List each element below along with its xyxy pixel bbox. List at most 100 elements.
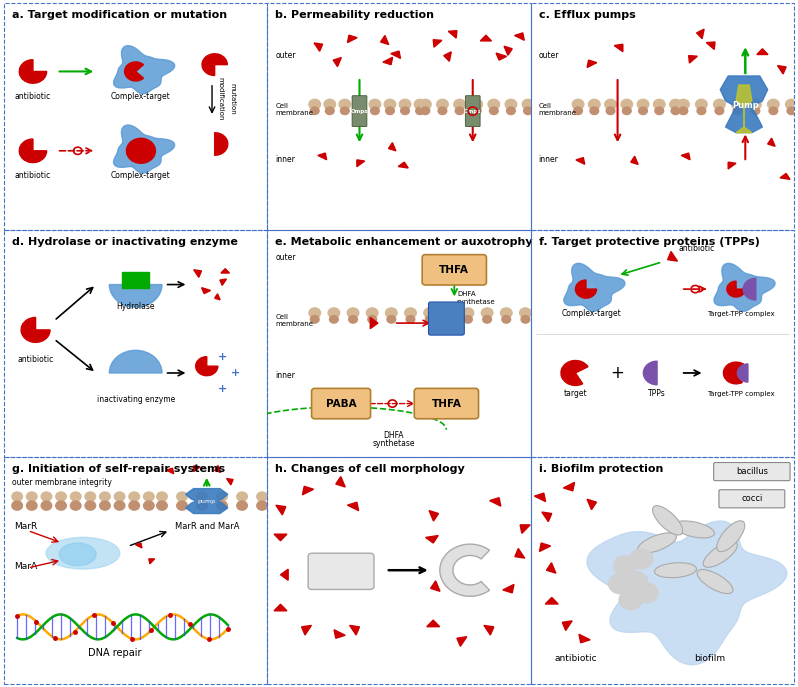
Text: outer: outer [539,51,559,60]
Wedge shape [196,357,218,376]
Circle shape [129,492,140,501]
Polygon shape [480,35,492,41]
Circle shape [787,107,796,115]
Text: target: target [563,389,587,398]
Text: Complex-target: Complex-target [561,309,621,318]
Circle shape [100,501,110,510]
Circle shape [237,501,247,510]
Circle shape [41,501,52,510]
Polygon shape [220,279,227,285]
Text: Complex-target: Complex-target [111,91,171,101]
Ellipse shape [674,521,714,538]
Circle shape [217,501,227,510]
Text: pump: pump [198,499,215,504]
Circle shape [438,107,447,115]
Text: THFA: THFA [440,264,469,275]
Polygon shape [547,563,556,573]
Circle shape [614,556,638,576]
Text: MarA: MarA [14,562,38,571]
Text: inner: inner [275,370,295,379]
Text: Pump: Pump [732,101,759,110]
FancyBboxPatch shape [311,388,370,419]
Circle shape [401,107,409,115]
Text: +: + [610,364,625,382]
Text: h. Changes of cell morphology: h. Changes of cell morphology [275,464,465,473]
Polygon shape [728,162,736,169]
Text: DHFA: DHFA [384,431,404,440]
Polygon shape [314,43,322,52]
Polygon shape [757,49,768,54]
Polygon shape [347,35,358,43]
Circle shape [605,100,616,109]
Text: outer: outer [275,51,296,60]
Polygon shape [215,466,221,473]
Circle shape [56,501,66,510]
Wedge shape [724,362,747,384]
Ellipse shape [654,563,697,578]
Polygon shape [440,544,489,596]
Polygon shape [448,31,457,38]
Wedge shape [727,281,745,297]
Wedge shape [215,133,228,155]
Polygon shape [274,534,287,541]
Text: DNA repair: DNA repair [88,649,141,658]
Circle shape [414,100,426,109]
Circle shape [733,107,741,115]
Text: antibiotic: antibiotic [15,171,51,180]
Circle shape [26,501,37,510]
FancyBboxPatch shape [422,255,487,285]
Polygon shape [334,58,342,67]
Circle shape [697,107,705,115]
Polygon shape [383,57,393,65]
Circle shape [481,308,493,318]
Polygon shape [425,536,438,543]
Circle shape [572,100,584,109]
Polygon shape [166,469,174,474]
Polygon shape [336,477,346,487]
Polygon shape [580,283,595,291]
Ellipse shape [638,533,677,553]
Text: f. Target protective proteins (TPPs): f. Target protective proteins (TPPs) [539,237,760,247]
Text: antibiotic: antibiotic [18,354,53,363]
Polygon shape [149,559,155,564]
Circle shape [85,492,96,501]
Polygon shape [484,625,494,635]
Circle shape [385,308,397,318]
Circle shape [424,308,436,318]
Polygon shape [221,269,230,273]
Circle shape [385,107,394,115]
Polygon shape [563,482,575,491]
Circle shape [12,492,22,501]
Polygon shape [564,263,625,311]
Circle shape [671,107,680,115]
Polygon shape [563,621,572,631]
Polygon shape [721,76,768,133]
Text: g. Initiation of self-repair systems: g. Initiation of self-repair systems [12,464,225,473]
Text: antibiotic: antibiotic [554,654,597,663]
Circle shape [588,100,600,109]
Circle shape [785,100,797,109]
Polygon shape [490,497,501,506]
Circle shape [444,315,453,323]
Circle shape [237,492,247,501]
Text: Omps: Omps [464,109,481,113]
Circle shape [624,572,648,592]
Circle shape [100,492,110,501]
Bar [123,272,149,288]
Text: synthetase: synthetase [457,299,496,305]
Circle shape [443,308,455,318]
Polygon shape [429,510,439,521]
Circle shape [608,574,632,594]
Circle shape [70,492,81,501]
Polygon shape [389,143,396,151]
FancyBboxPatch shape [465,95,480,126]
Circle shape [114,501,124,510]
Text: antibiotic: antibiotic [678,244,714,253]
Polygon shape [113,125,175,173]
Wedge shape [737,364,748,382]
Text: Omps: Omps [351,109,368,113]
FancyBboxPatch shape [414,388,479,419]
Polygon shape [444,52,452,61]
Text: Target-TPP complex: Target-TPP complex [708,311,775,317]
Polygon shape [504,46,512,55]
